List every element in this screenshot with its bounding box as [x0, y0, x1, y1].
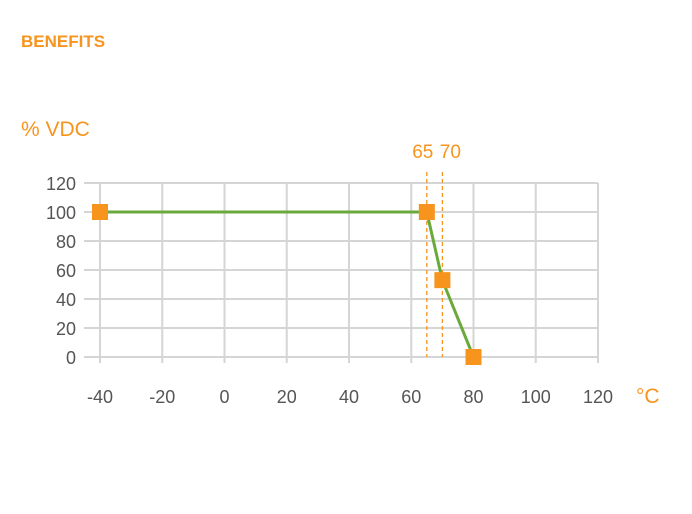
section-title: BENEFITS: [21, 32, 106, 51]
y-tick-label: 100: [46, 203, 76, 223]
annotation-label: 70: [440, 142, 461, 163]
data-point-marker: [465, 349, 482, 365]
x-tick-label: -40: [87, 387, 113, 407]
x-tick-label: 60: [401, 387, 421, 407]
x-tick-label: -20: [149, 387, 175, 407]
y-tick-label: 60: [56, 261, 76, 281]
y-tick-label: 120: [46, 174, 76, 194]
x-tick-label: 40: [339, 387, 359, 407]
data-point-marker: [418, 204, 435, 220]
y-tick-label: 40: [56, 290, 76, 310]
y-tick-label: 80: [56, 232, 76, 252]
y-tick-label: 20: [56, 319, 76, 339]
data-point-marker: [434, 272, 451, 289]
x-tick-label: 0: [219, 387, 229, 407]
x-axis-label: °C: [636, 385, 660, 408]
y-tick-label: 0: [66, 348, 76, 368]
data-point-marker: [92, 204, 108, 220]
x-tick-label: 80: [463, 387, 483, 407]
x-tick-label: 120: [583, 387, 613, 407]
x-tick-label: 100: [521, 387, 551, 407]
x-tick-label: 20: [277, 387, 297, 407]
series-line: [100, 210, 475, 358]
y-axis-label: % VDC: [21, 118, 90, 141]
annotation-label: 65: [412, 142, 433, 163]
